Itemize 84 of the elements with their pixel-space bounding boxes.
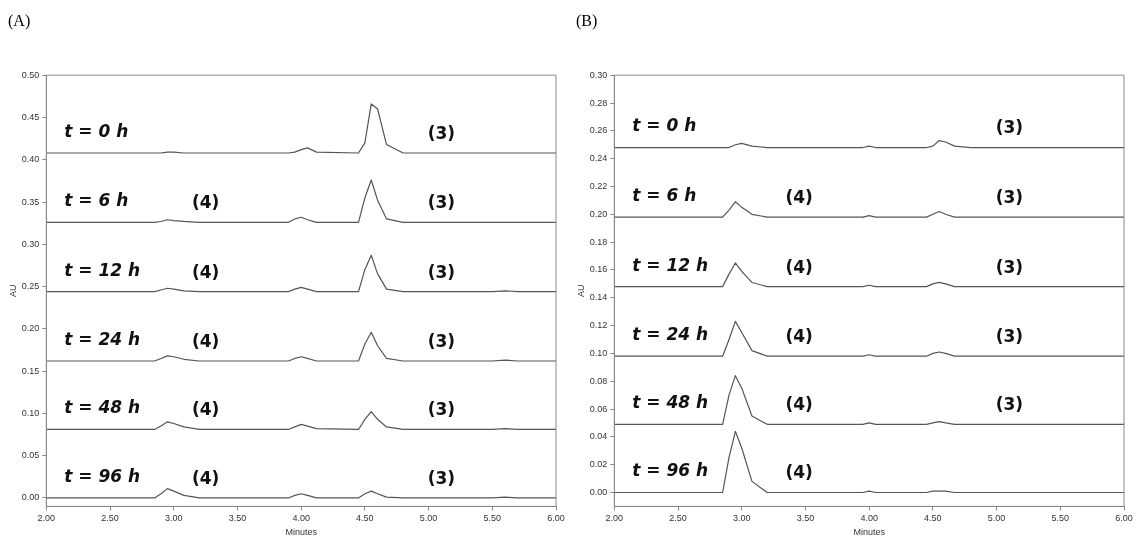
x-tick-label: 3.00	[732, 513, 751, 524]
x-tick-label: 5.00	[987, 513, 1006, 524]
annotation: (3)	[995, 117, 1024, 138]
chart-title: (B)	[576, 11, 598, 30]
y-tick-label: 0.10	[589, 347, 608, 358]
y-tick-label: 0.26	[589, 125, 608, 136]
y-axis-title: AU	[7, 284, 18, 298]
y-tick-label: 0.10	[21, 407, 40, 418]
y-tick-label: 0.30	[21, 238, 40, 249]
series-label: t = 48 h	[632, 392, 709, 413]
x-tick-label: 4.50	[924, 513, 942, 524]
series-label: t = 48 h	[64, 397, 141, 418]
y-axis-title: AU	[575, 284, 586, 298]
y-tick-label: 0.06	[589, 403, 608, 414]
y-tick-label: 0.04	[589, 431, 608, 442]
y-tick-label: 0.18	[589, 236, 608, 247]
x-tick-label: 4.00	[860, 513, 878, 524]
y-tick-label: 0.30	[589, 69, 608, 80]
y-tick-label: 0.20	[589, 208, 608, 219]
y-tick-label: 0.45	[21, 111, 40, 122]
x-tick-label: 3.50	[796, 513, 815, 524]
annotation: (3)	[995, 326, 1024, 347]
y-tick-label: 0.24	[589, 153, 608, 164]
x-tick-label: 2.50	[101, 513, 119, 524]
series-label: t = 24 h	[632, 324, 709, 345]
annotation: (3)	[427, 399, 456, 420]
series-label: t = 6 h	[632, 185, 697, 205]
annotation: (4)	[785, 326, 813, 347]
annotation: (4)	[785, 394, 813, 415]
series-label: t = 6 h	[64, 190, 129, 211]
annotation: (4)	[785, 462, 813, 483]
x-tick-label: 3.00	[164, 513, 183, 524]
annotation: (3)	[995, 394, 1024, 415]
annotation: (4)	[785, 256, 813, 277]
x-tick-label: 4.00	[292, 513, 310, 524]
x-axis-title: Minutes	[285, 527, 318, 538]
annotation: (4)	[191, 330, 220, 351]
x-tick-label: 5.00	[419, 513, 438, 524]
chart-title: (A)	[8, 11, 31, 30]
y-tick-label: 0.15	[21, 365, 40, 376]
y-tick-label: 0.14	[589, 292, 608, 303]
annotation: (4)	[191, 467, 220, 488]
x-tick-label: 5.50	[483, 513, 502, 524]
y-tick-label: 0.05	[21, 450, 40, 461]
series-label: t = 96 h	[632, 460, 709, 481]
annotation: (3)	[995, 256, 1024, 277]
y-tick-label: 0.20	[21, 323, 40, 334]
annotation: (3)	[427, 330, 456, 351]
y-tick-label: 0.16	[589, 264, 608, 275]
series-label: t = 12 h	[632, 254, 709, 275]
x-tick-label: 3.50	[228, 513, 247, 524]
annotation: (3)	[427, 192, 456, 213]
series-label: t = 24 h	[64, 328, 141, 349]
x-tick-label: 6.00	[1115, 513, 1133, 524]
y-tick-label: 0.02	[589, 459, 608, 470]
y-tick-label: 0.40	[21, 154, 40, 165]
x-tick-label: 2.50	[669, 513, 687, 524]
y-tick-label: 0.25	[21, 281, 40, 292]
y-tick-label: 0.35	[21, 196, 40, 207]
y-tick-label: 0.00	[21, 492, 40, 503]
y-tick-label: 0.50	[21, 69, 40, 80]
y-tick-label: 0.28	[589, 97, 608, 108]
y-tick-label: 0.08	[589, 375, 608, 386]
series-label: t = 0 h	[64, 120, 129, 141]
x-tick-label: 6.00	[547, 513, 565, 524]
y-tick-label: 0.12	[589, 320, 608, 331]
y-tick-label: 0.22	[589, 180, 608, 191]
annotation: (4)	[191, 399, 220, 420]
x-tick-label: 2.00	[37, 513, 56, 524]
annotation: (4)	[785, 187, 813, 207]
series-label: t = 96 h	[64, 465, 141, 486]
x-tick-label: 4.50	[356, 513, 374, 524]
annotation: (4)	[191, 192, 220, 213]
annotation: (3)	[427, 122, 456, 143]
annotation: (3)	[995, 187, 1024, 207]
annotation: (3)	[427, 261, 456, 282]
x-tick-label: 5.50	[1051, 513, 1070, 524]
series-label: t = 0 h	[632, 115, 697, 136]
x-tick-label: 2.00	[605, 513, 624, 524]
x-axis-title: Minutes	[853, 527, 886, 538]
annotation: (4)	[191, 261, 220, 282]
annotation: (3)	[427, 467, 456, 488]
series-label: t = 12 h	[64, 259, 141, 280]
y-tick-label: 0.00	[589, 486, 608, 497]
